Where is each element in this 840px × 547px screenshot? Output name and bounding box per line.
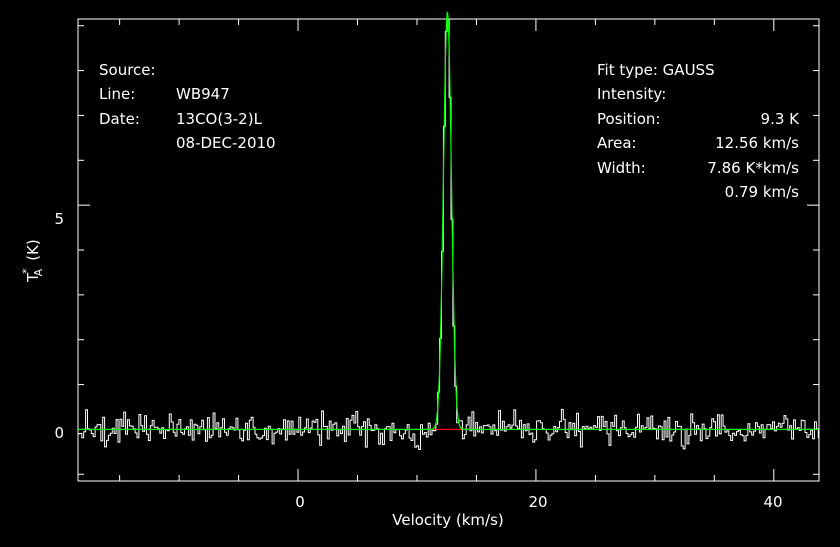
svg-text:T*A(K): T*A(K) xyxy=(20,239,45,283)
line-value: 13CO(3-2)L xyxy=(176,109,262,128)
intensity-label: Intensity: xyxy=(597,85,667,103)
fit-type-label: Fit type: GAUSS xyxy=(597,60,715,79)
x-tick-label: 0 xyxy=(295,493,305,511)
spectrum-series xyxy=(78,18,819,450)
width-value: 0.79 km/s xyxy=(724,183,799,201)
gaussian-fit-series xyxy=(78,10,819,430)
position-label: Position: xyxy=(597,109,661,128)
width-label: Width: xyxy=(597,158,646,177)
x-tick-label: 40 xyxy=(763,493,782,511)
line-label: Line: xyxy=(99,85,136,103)
area-row: Area: 7.86 K*km/s xyxy=(597,107,827,177)
y-tick-label: 0 xyxy=(54,424,64,442)
line-row: Line: 13CO(3-2)L xyxy=(99,58,319,128)
date-value: 08-DEC-2010 xyxy=(176,134,276,152)
intensity-row: Intensity: 9.3 K xyxy=(597,58,827,128)
source-label: Source: xyxy=(99,60,156,79)
x-axis-label: Velocity (km/s) xyxy=(392,511,503,529)
date-row: Date: 08-DEC-2010 xyxy=(99,82,319,153)
source-value: WB947 xyxy=(176,85,230,103)
area-value: 7.86 K*km/s xyxy=(707,158,799,177)
x-tick-label: 20 xyxy=(528,493,547,511)
date-label: Date: xyxy=(99,109,140,128)
fit-info: Fit type: GAUSS Intensity: 9.3 K Positio… xyxy=(597,33,827,202)
width-row: Width: 0.79 km/s xyxy=(597,131,827,202)
fit-type-row: Fit type: GAUSS xyxy=(597,33,827,79)
y-tick-label: 5 xyxy=(54,210,64,228)
area-label: Area: xyxy=(597,134,637,152)
source-row: Source: WB947 xyxy=(99,33,319,104)
position-row: Position: 12.56 km/s xyxy=(597,82,827,153)
y-axis-label: T*A(K) xyxy=(20,239,45,283)
position-value: 12.56 km/s xyxy=(715,134,799,152)
intensity-value: 9.3 K xyxy=(760,109,799,128)
observation-info: Source: WB947 Line: 13CO(3-2)L Date: 08-… xyxy=(99,33,319,153)
